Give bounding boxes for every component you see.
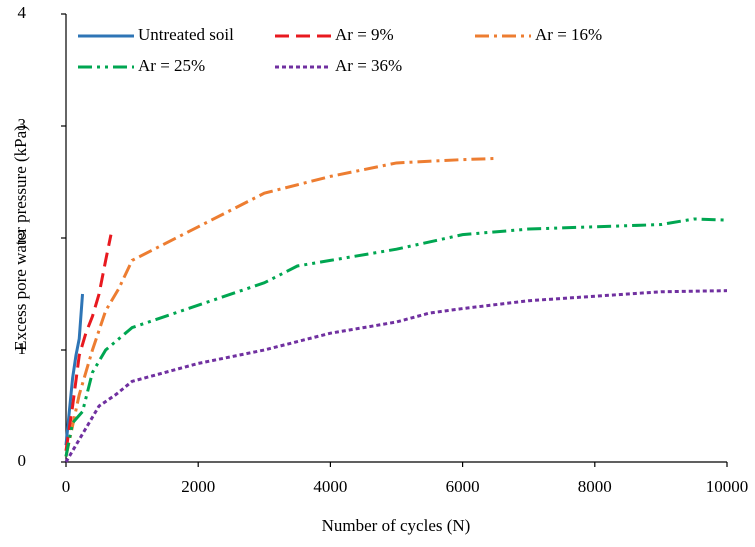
x-tick-label: 8000 <box>578 477 612 496</box>
x-tick-label: 0 <box>62 477 71 496</box>
x-axis-label: Number of cycles (N) <box>322 516 471 535</box>
x-tick-label: 10000 <box>706 477 749 496</box>
data-line <box>64 156 496 457</box>
data-line <box>64 293 85 446</box>
y-tick-label: 0 <box>18 451 27 470</box>
x-tick-label: 4000 <box>313 477 347 496</box>
legend-label: Ar = 36% <box>335 56 402 75</box>
legend-label: Ar = 16% <box>535 25 602 44</box>
x-tick-label: 2000 <box>181 477 215 496</box>
legend-label: Ar = 9% <box>335 25 394 44</box>
y-tick-label: 2 <box>18 227 27 246</box>
data-line <box>64 217 728 457</box>
y-tick-label: 3 <box>18 115 27 134</box>
y-axis-label: Excess pore water pressure (kPa) <box>11 125 30 351</box>
y-tick-label: 4 <box>18 3 27 22</box>
x-tick-label: 6000 <box>446 477 480 496</box>
legend-label: Untreated soil <box>138 25 234 44</box>
data-line <box>64 234 113 452</box>
legend-label: Ar = 25% <box>138 56 205 75</box>
y-tick-label: 1 <box>18 339 27 358</box>
